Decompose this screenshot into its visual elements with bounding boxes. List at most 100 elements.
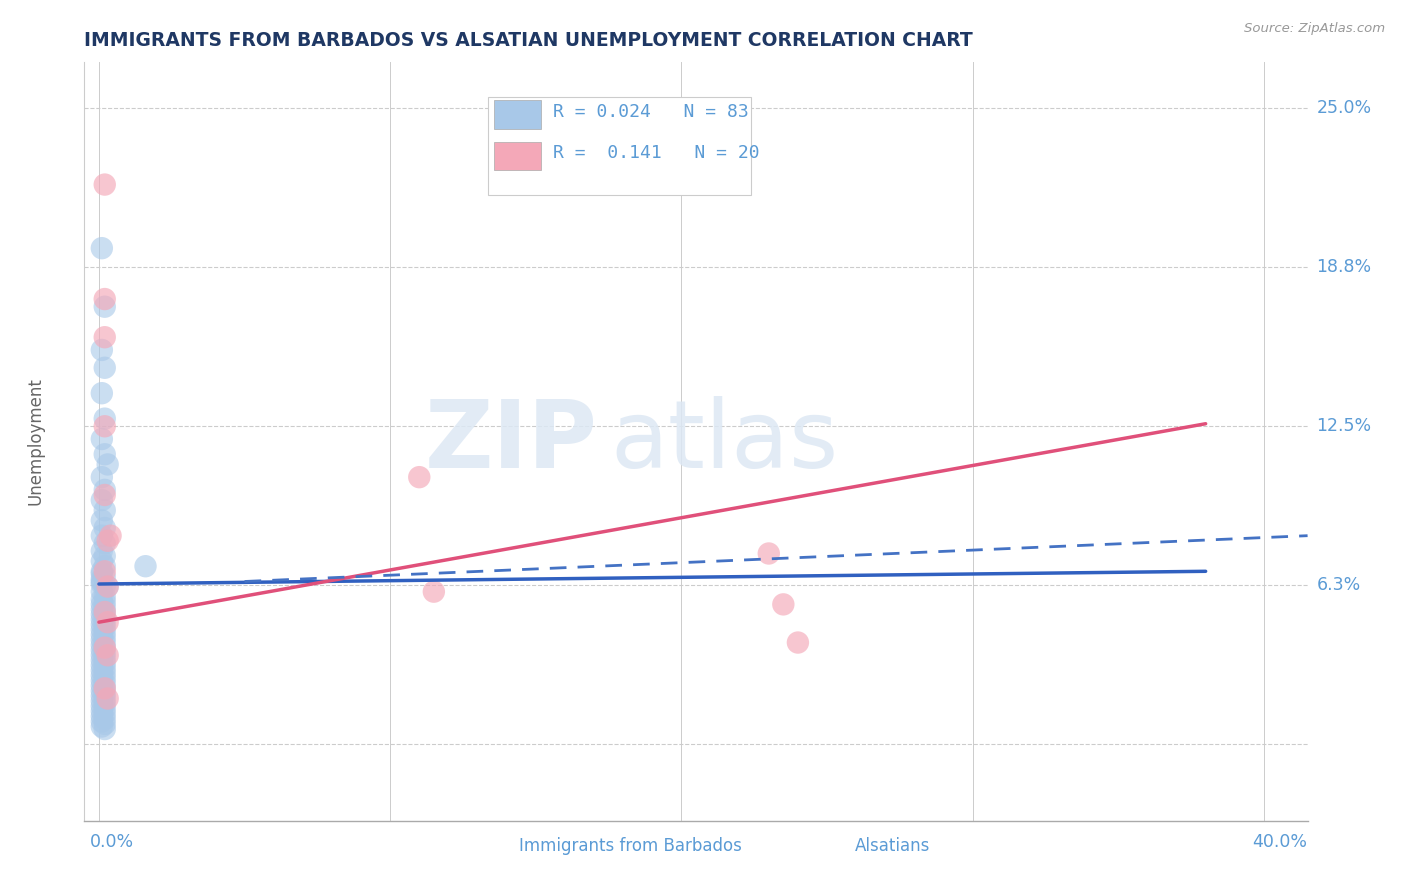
Point <box>90 714 112 729</box>
Point <box>90 658 112 673</box>
FancyBboxPatch shape <box>494 142 541 170</box>
Point <box>97 580 120 594</box>
Point <box>90 613 112 627</box>
Point <box>93 569 115 583</box>
Point <box>90 544 112 558</box>
Text: ZIP: ZIP <box>425 395 598 488</box>
Point <box>787 635 810 649</box>
Point <box>90 694 112 708</box>
Point <box>93 712 115 726</box>
Point <box>90 664 112 678</box>
Point <box>93 483 115 497</box>
Point <box>90 643 112 657</box>
Point <box>93 671 115 685</box>
Point <box>97 691 120 706</box>
Point <box>93 620 115 634</box>
Point <box>93 640 115 655</box>
Point <box>93 722 115 736</box>
Point <box>93 330 115 344</box>
Point <box>90 554 112 568</box>
Point <box>93 697 115 711</box>
Point <box>90 493 112 508</box>
Point <box>90 513 112 527</box>
Text: R = 0.024   N = 83: R = 0.024 N = 83 <box>553 103 748 120</box>
Point <box>90 574 112 589</box>
Point <box>93 646 115 660</box>
Point <box>93 681 115 696</box>
Point <box>93 706 115 721</box>
Point <box>93 536 115 550</box>
Point <box>90 689 112 703</box>
Point <box>93 681 115 696</box>
Point <box>93 605 115 619</box>
Point <box>90 529 112 543</box>
Point <box>93 580 115 594</box>
Point <box>93 564 115 578</box>
Point <box>93 590 115 604</box>
Point <box>90 699 112 714</box>
Point <box>90 386 112 401</box>
Point <box>93 599 115 614</box>
Point <box>93 447 115 461</box>
Point <box>90 648 112 663</box>
Point <box>90 598 112 612</box>
Point <box>93 595 115 609</box>
Point <box>93 419 115 434</box>
Point <box>90 343 112 357</box>
Point <box>90 668 112 682</box>
Point <box>90 679 112 693</box>
Point <box>93 676 115 690</box>
Point <box>135 559 157 574</box>
Point <box>90 602 112 616</box>
Point <box>90 684 112 698</box>
Point <box>90 470 112 484</box>
Point <box>93 178 115 192</box>
Point <box>93 292 115 306</box>
Point <box>93 666 115 681</box>
Point <box>93 691 115 706</box>
Point <box>93 656 115 670</box>
Point <box>93 615 115 630</box>
Point <box>97 533 120 548</box>
Point <box>90 632 112 647</box>
Text: IMMIGRANTS FROM BARBADOS VS ALSATIAN UNEMPLOYMENT CORRELATION CHART: IMMIGRANTS FROM BARBADOS VS ALSATIAN UNE… <box>84 30 973 50</box>
Point <box>93 300 115 314</box>
Point <box>93 640 115 655</box>
Point <box>90 704 112 718</box>
Point <box>93 631 115 645</box>
Point <box>93 635 115 649</box>
Point <box>90 623 112 637</box>
Text: R =  0.141   N = 20: R = 0.141 N = 20 <box>553 145 759 162</box>
Point <box>93 625 115 640</box>
Point <box>93 360 115 375</box>
FancyBboxPatch shape <box>488 96 751 195</box>
Point <box>90 628 112 642</box>
Point <box>90 617 112 632</box>
Point <box>93 559 115 574</box>
Point <box>93 521 115 535</box>
Point <box>97 580 120 594</box>
Point <box>90 673 112 688</box>
Point <box>93 686 115 700</box>
Text: 12.5%: 12.5% <box>1316 417 1371 435</box>
Point <box>90 566 112 581</box>
Point <box>100 529 122 543</box>
Point <box>93 650 115 665</box>
Point <box>93 488 115 502</box>
Text: 0.0%: 0.0% <box>90 833 135 851</box>
Point <box>90 432 112 446</box>
Point <box>93 610 115 624</box>
Point <box>423 584 446 599</box>
Text: 6.3%: 6.3% <box>1316 576 1361 594</box>
Text: Source: ZipAtlas.com: Source: ZipAtlas.com <box>1244 22 1385 36</box>
Point <box>97 648 120 663</box>
Text: Unemployment: Unemployment <box>27 377 45 506</box>
Point <box>90 572 112 586</box>
Point <box>90 638 112 652</box>
Point <box>93 605 115 619</box>
Text: atlas: atlas <box>610 395 838 488</box>
Point <box>97 458 120 472</box>
Point <box>758 547 780 561</box>
FancyBboxPatch shape <box>813 836 846 857</box>
Point <box>97 615 120 630</box>
